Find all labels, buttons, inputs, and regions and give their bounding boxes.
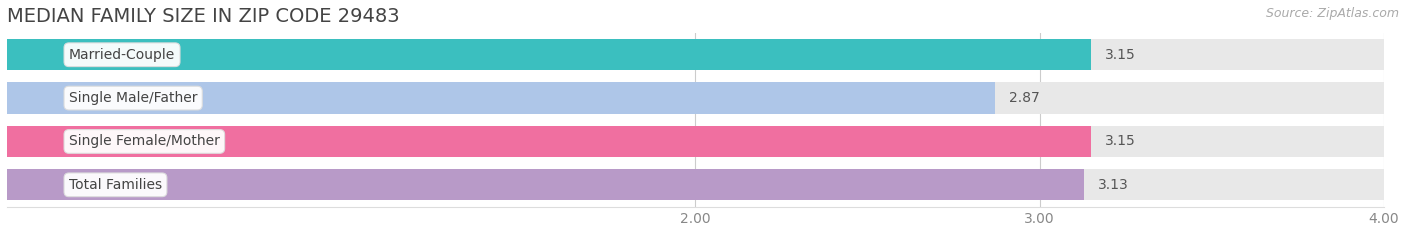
Bar [7, 126, 1091, 157]
Text: 3.13: 3.13 [1098, 178, 1129, 192]
Bar [7, 82, 995, 114]
Bar [7, 169, 1384, 200]
Bar [7, 126, 1384, 157]
Text: 3.15: 3.15 [1105, 48, 1136, 62]
Bar [7, 39, 1384, 70]
Text: Source: ZipAtlas.com: Source: ZipAtlas.com [1265, 7, 1399, 20]
Text: 2.87: 2.87 [1008, 91, 1039, 105]
Text: Single Female/Mother: Single Female/Mother [69, 134, 219, 148]
Text: Total Families: Total Families [69, 178, 162, 192]
Text: MEDIAN FAMILY SIZE IN ZIP CODE 29483: MEDIAN FAMILY SIZE IN ZIP CODE 29483 [7, 7, 399, 26]
Bar [7, 82, 1384, 114]
Bar [7, 169, 1084, 200]
Text: Married-Couple: Married-Couple [69, 48, 176, 62]
Bar [7, 39, 1091, 70]
Text: 3.15: 3.15 [1105, 134, 1136, 148]
Text: Single Male/Father: Single Male/Father [69, 91, 197, 105]
